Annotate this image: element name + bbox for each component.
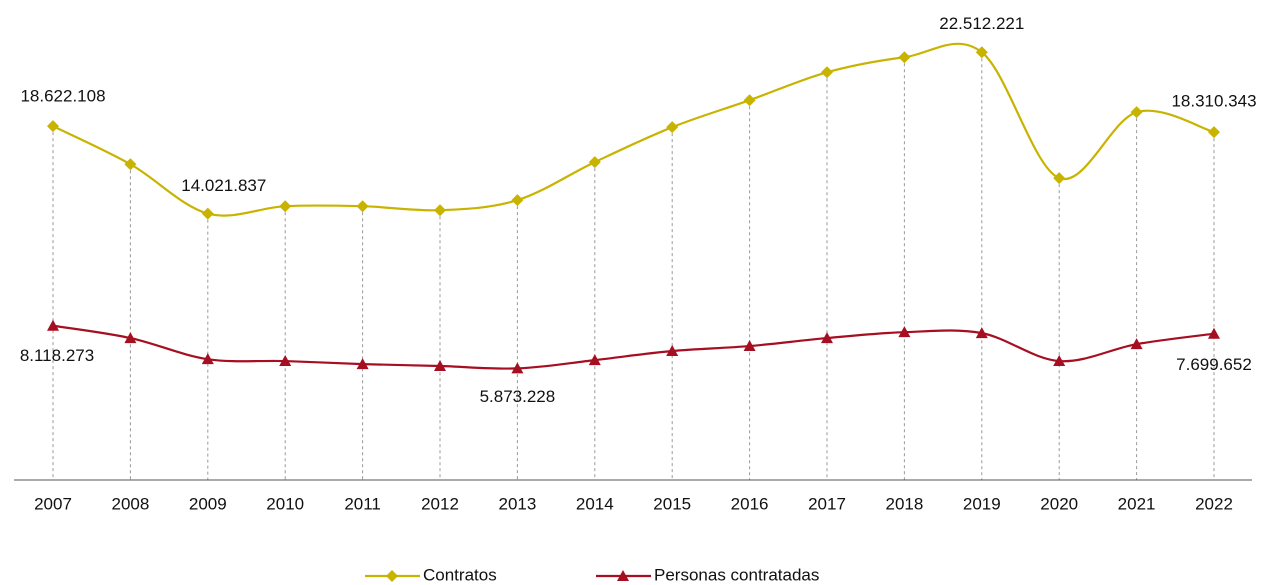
point-marker	[1053, 172, 1066, 185]
legend-marker	[617, 570, 629, 581]
point-marker	[1208, 327, 1220, 339]
point-marker	[124, 158, 137, 171]
point-marker	[434, 360, 446, 371]
x-tick-label: 2017	[808, 494, 846, 513]
point-marker	[47, 319, 59, 331]
point-marker	[511, 362, 524, 374]
data-label: 14.021.837	[181, 176, 266, 195]
point-marker	[356, 358, 369, 370]
x-tick-label: 2021	[1118, 494, 1156, 513]
point-marker	[511, 194, 524, 207]
legend-label: Contratos	[423, 565, 497, 584]
x-tick-label: 2016	[731, 494, 769, 513]
point-marker	[898, 51, 911, 64]
legend-label: Personas contratadas	[654, 565, 819, 584]
point-marker	[975, 327, 988, 339]
point-marker	[279, 200, 292, 213]
x-tick-label: 2018	[885, 494, 923, 513]
data-label: 8.118.273	[20, 346, 94, 365]
x-tick-label: 2013	[498, 494, 536, 513]
point-marker	[434, 204, 446, 217]
point-marker	[1130, 338, 1143, 350]
point-marker	[1130, 106, 1143, 119]
point-marker	[666, 121, 679, 134]
x-tick-label: 2007	[34, 494, 72, 513]
point-marker	[898, 326, 911, 338]
point-marker	[588, 156, 601, 169]
point-marker	[1208, 126, 1220, 139]
point-marker	[47, 120, 59, 133]
x-tick-label: 2022	[1195, 494, 1233, 513]
point-marker	[1053, 355, 1066, 367]
data-label: 18.310.343	[1171, 92, 1256, 111]
data-label: 5.873.228	[480, 387, 556, 406]
point-marker	[356, 200, 369, 213]
legend-marker	[386, 570, 398, 582]
point-marker	[124, 332, 137, 344]
point-marker	[666, 344, 679, 356]
point-marker	[821, 66, 833, 79]
point-marker	[201, 353, 214, 365]
x-tick-label: 2008	[111, 494, 149, 513]
x-tick-label: 2011	[344, 494, 381, 513]
data-label: 7.699.652	[1176, 355, 1252, 374]
point-marker	[975, 46, 988, 59]
point-marker	[588, 354, 601, 366]
x-tick-label: 2009	[189, 494, 227, 513]
point-marker	[743, 94, 756, 107]
x-tick-label: 2019	[963, 494, 1001, 513]
data-label: 22.512.221	[939, 14, 1024, 33]
point-marker	[743, 340, 756, 352]
point-marker	[201, 207, 214, 220]
point-marker	[821, 332, 833, 344]
x-tick-label: 2014	[576, 494, 614, 513]
data-label: 18.622.108	[20, 87, 105, 106]
x-tick-label: 2012	[421, 494, 459, 513]
x-tick-label: 2020	[1040, 494, 1078, 513]
point-marker	[279, 355, 292, 367]
series-line	[52, 42, 1215, 217]
x-tick-label: 2015	[653, 494, 691, 513]
series-line	[52, 324, 1215, 370]
x-tick-label: 2010	[266, 494, 304, 513]
